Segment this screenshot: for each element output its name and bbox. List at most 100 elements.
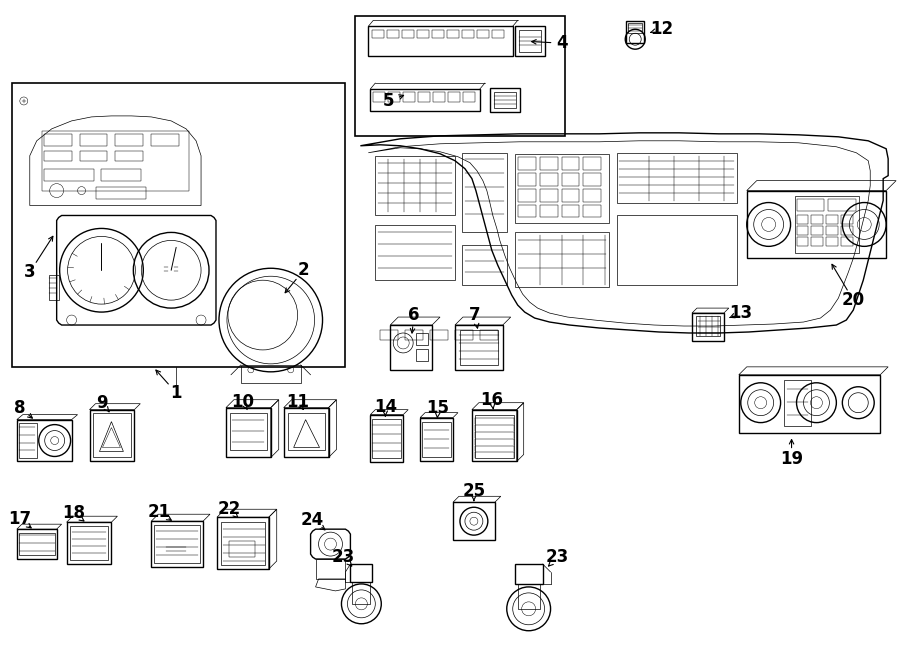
Text: 5: 5	[382, 92, 394, 110]
Bar	[373, 30, 384, 38]
Bar	[692, 313, 724, 341]
Bar	[812, 215, 824, 225]
Bar	[475, 414, 514, 459]
Bar	[540, 157, 557, 170]
Text: 12: 12	[651, 20, 674, 38]
Bar	[842, 237, 853, 247]
Bar	[217, 517, 269, 569]
Bar	[490, 88, 519, 112]
Text: 3: 3	[24, 263, 36, 281]
Bar	[626, 21, 644, 43]
Bar	[89, 410, 134, 461]
Bar	[796, 215, 808, 225]
Bar	[422, 422, 451, 457]
Text: 19: 19	[780, 450, 803, 469]
Bar	[842, 227, 853, 235]
Bar	[515, 233, 609, 287]
Bar	[518, 30, 541, 52]
Bar	[812, 227, 824, 235]
Text: 15: 15	[427, 399, 450, 416]
Bar	[491, 30, 504, 38]
Text: 23: 23	[332, 548, 356, 566]
Bar	[154, 525, 200, 563]
Bar	[49, 275, 58, 300]
Bar	[402, 30, 414, 38]
Bar	[696, 316, 720, 336]
Bar	[17, 420, 72, 461]
Bar	[826, 215, 839, 225]
Bar	[44, 151, 72, 161]
Bar	[540, 173, 557, 186]
Bar	[67, 522, 112, 564]
Text: 7: 7	[469, 306, 481, 324]
Bar	[583, 173, 601, 186]
Bar	[455, 325, 503, 370]
Text: 10: 10	[231, 393, 255, 410]
Bar	[284, 408, 328, 457]
Bar	[44, 169, 94, 180]
Bar	[826, 237, 839, 247]
Text: 9: 9	[95, 394, 107, 412]
Bar	[370, 89, 480, 111]
Bar	[417, 30, 429, 38]
Bar	[518, 173, 536, 186]
Bar	[477, 30, 489, 38]
Bar	[583, 204, 601, 217]
Bar	[79, 151, 107, 161]
Text: 24: 24	[301, 511, 324, 529]
Bar	[795, 196, 860, 253]
Bar	[151, 521, 203, 567]
Text: 11: 11	[286, 393, 309, 410]
Bar	[540, 188, 557, 202]
Bar	[388, 92, 400, 102]
Bar	[472, 410, 517, 461]
Bar	[356, 17, 564, 136]
Bar	[241, 365, 301, 383]
Bar	[462, 153, 507, 233]
Bar	[44, 134, 72, 146]
Bar	[796, 198, 824, 210]
Bar	[93, 412, 131, 457]
Bar	[420, 418, 453, 461]
Bar	[515, 154, 609, 223]
Bar	[518, 584, 540, 609]
Bar	[447, 30, 459, 38]
Bar	[96, 186, 147, 198]
Bar	[494, 92, 516, 108]
Bar	[115, 151, 143, 161]
Bar	[518, 204, 536, 217]
Bar	[370, 414, 403, 463]
Bar	[12, 83, 346, 367]
Bar	[230, 412, 266, 451]
Bar	[540, 204, 557, 217]
Bar	[373, 418, 401, 459]
Text: 16: 16	[481, 391, 503, 408]
Bar	[416, 333, 428, 345]
Bar	[69, 526, 108, 560]
Bar	[747, 190, 886, 258]
Bar	[375, 156, 455, 215]
Text: 6: 6	[409, 306, 420, 324]
Bar	[842, 215, 853, 225]
Bar	[353, 582, 370, 604]
Bar	[617, 215, 737, 285]
Bar	[583, 157, 601, 170]
Bar	[432, 30, 444, 38]
Bar	[221, 522, 265, 565]
Bar	[518, 157, 536, 170]
Bar	[350, 564, 373, 582]
Text: 4: 4	[557, 34, 568, 52]
Text: 13: 13	[729, 304, 752, 322]
Bar	[448, 92, 460, 102]
Bar	[387, 30, 400, 38]
Bar	[812, 237, 824, 247]
Bar	[41, 131, 189, 190]
Text: 21: 21	[148, 503, 171, 522]
Bar	[462, 245, 507, 285]
Bar	[796, 227, 808, 235]
Text: 8: 8	[14, 399, 25, 416]
Bar	[79, 134, 107, 146]
Text: 2: 2	[298, 261, 310, 279]
Bar	[403, 92, 415, 102]
Bar	[19, 422, 37, 459]
